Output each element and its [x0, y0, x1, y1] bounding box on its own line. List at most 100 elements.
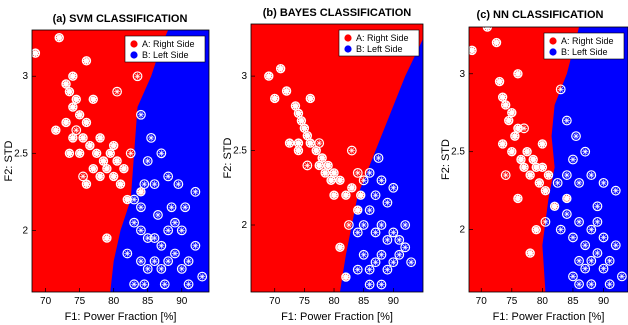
point-class-b	[302, 160, 313, 171]
point-class-a	[469, 45, 477, 56]
y-tick-label: 3	[459, 69, 465, 80]
point-class-b	[190, 240, 201, 251]
point-class-b	[358, 249, 369, 260]
point-class-b	[580, 263, 591, 274]
axes-frame	[468, 26, 628, 293]
legend-label: A: Right Side	[142, 39, 195, 49]
point-class-b	[616, 271, 627, 282]
x-axis-label: F1: Power Fraction [%]	[65, 311, 177, 323]
point-class-b	[394, 234, 405, 245]
point-class-b	[183, 279, 194, 290]
point-class-b	[364, 205, 375, 216]
point-class-b	[382, 234, 393, 245]
point-class-b	[149, 179, 160, 190]
point-class-a	[513, 69, 523, 79]
plot-area	[32, 30, 209, 292]
point-class-b	[190, 186, 201, 197]
point-class-a	[88, 94, 98, 105]
point-class-a	[549, 201, 560, 211]
point-class-b	[149, 233, 160, 243]
point-class-b	[376, 175, 387, 186]
point-class-b	[376, 249, 387, 260]
point-class-b	[146, 132, 157, 143]
x-tick-label: 85	[567, 296, 579, 307]
point-class-b	[129, 194, 140, 205]
x-tick-label: 70	[40, 296, 52, 307]
point-class-a	[119, 164, 129, 174]
point-class-b	[568, 271, 578, 282]
point-class-b	[540, 216, 551, 227]
point-class-a	[356, 190, 366, 200]
point-class-a	[284, 138, 295, 148]
point-class-b	[394, 249, 405, 260]
point-class-b	[159, 279, 170, 290]
legend-marker-a	[549, 37, 557, 45]
point-class-b	[586, 279, 597, 290]
legend-label: B: Left Side	[142, 50, 189, 60]
point-class-b	[352, 167, 363, 178]
point-class-a	[51, 125, 61, 135]
point-class-a	[105, 148, 115, 158]
point-class-b	[598, 177, 609, 188]
x-tick-label: 90	[598, 296, 610, 307]
point-class-b	[592, 216, 603, 227]
point-class-b	[129, 279, 140, 290]
x-tick-label: 85	[358, 296, 370, 307]
point-class-a	[329, 168, 339, 178]
panel-title: (a) SVM CLASSIFICATION	[53, 13, 188, 25]
point-class-b	[568, 232, 578, 243]
point-class-a	[290, 101, 301, 111]
point-class-a	[74, 110, 85, 120]
y-axis-label: F2: STD	[3, 140, 15, 181]
y-tick-label: 2.5	[451, 147, 465, 158]
point-class-b	[112, 86, 122, 97]
panel-3: 70 75 80 85 90 2 2.5 3 F1: Power Fraction [%] F2:…	[440, 9, 628, 323]
point-class-b	[149, 256, 160, 267]
point-class-a	[71, 94, 81, 105]
point-class-a	[497, 139, 508, 149]
point-class-b	[156, 148, 167, 159]
point-class-b	[352, 227, 363, 238]
point-class-b	[139, 279, 150, 290]
point-class-b	[358, 220, 369, 230]
point-class-a	[293, 138, 304, 148]
point-class-a	[32, 48, 41, 58]
point-class-a	[507, 108, 517, 118]
point-class-a	[317, 153, 327, 163]
y-tick-label: 3	[241, 71, 247, 82]
point-class-b	[170, 217, 180, 228]
point-class-b	[598, 232, 609, 243]
point-class-b	[610, 185, 621, 196]
point-class-a	[264, 71, 274, 81]
point-class-b	[176, 225, 187, 236]
point-class-b	[153, 210, 163, 220]
point-class-a	[270, 93, 280, 104]
point-class-b	[574, 255, 584, 266]
x-tick-label: 70	[476, 296, 488, 307]
point-class-b	[71, 125, 82, 136]
point-class-b	[163, 256, 174, 267]
x-tick-label: 70	[269, 296, 281, 307]
legend-marker-b	[549, 48, 557, 56]
point-class-b	[176, 263, 187, 274]
point-class-a	[341, 190, 351, 200]
point-class-b	[571, 131, 581, 142]
point-class-b	[346, 145, 357, 156]
point-class-a	[68, 71, 78, 81]
point-class-a	[513, 193, 523, 204]
point-class-a	[95, 133, 105, 143]
legend-label: A: Right Side	[356, 33, 409, 43]
point-class-a	[112, 156, 122, 166]
legend-marker-b	[130, 51, 138, 59]
point-class-a	[102, 164, 112, 174]
x-axis-label: F1: Power Fraction [%]	[281, 311, 393, 323]
point-class-b	[142, 263, 153, 274]
point-class-a	[74, 148, 85, 158]
point-class-b	[142, 156, 153, 166]
y-tick-label: 2.5	[233, 146, 247, 157]
point-class-a	[102, 233, 112, 243]
x-tick-label: 80	[108, 296, 120, 307]
point-class-b	[364, 167, 375, 178]
